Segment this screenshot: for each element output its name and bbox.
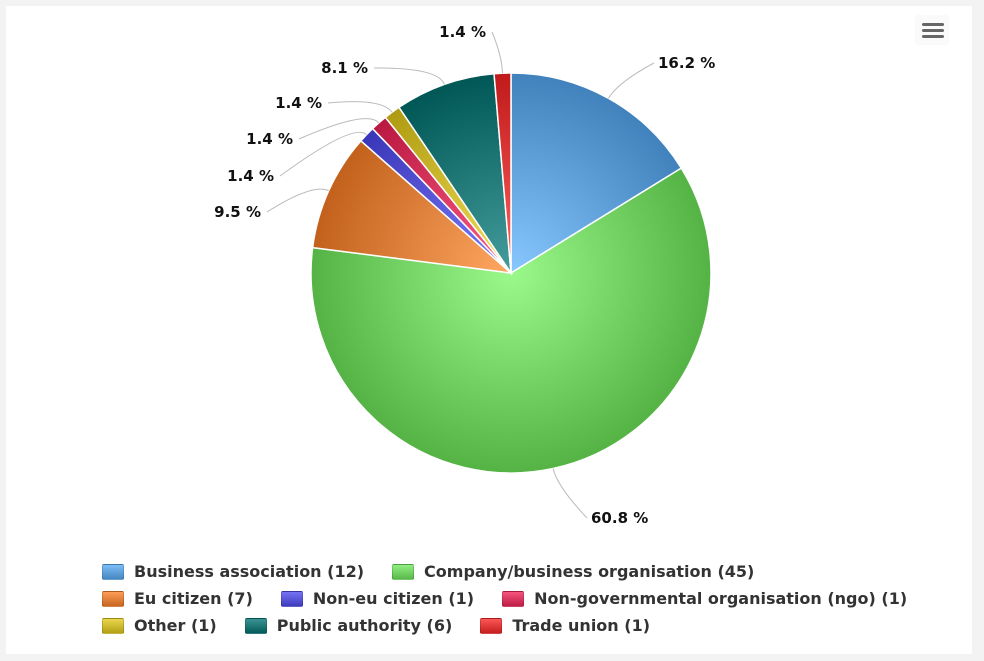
hamburger-menu-icon: [922, 23, 944, 26]
slice-percent-label: 1.4 %: [439, 23, 486, 41]
pie-slice-eu-citizen[interactable]: [311, 139, 514, 275]
legend-label: Eu citizen (7): [134, 589, 253, 608]
pie-chart: 16.2 % 60.8 % 9.5 % 1.4 % 1.4 % 1.4 % 8.1 % 1.4…: [214, 23, 715, 527]
pie-slice-trade-union[interactable]: [493, 72, 512, 274]
legend-item-company-business-organisation[interactable]: Company/business organisation (45): [392, 562, 754, 581]
legend-symbol: [102, 563, 124, 580]
chart-menu-button[interactable]: [915, 15, 949, 45]
legend-item-business-association[interactable]: Business association (12): [102, 562, 364, 581]
legend-label: Trade union (1): [512, 616, 651, 635]
slice-connector: [279, 131, 367, 177]
legend-item-other[interactable]: Other (1): [102, 616, 217, 635]
slice-percent-label: 16.2 %: [658, 54, 715, 72]
pie-slice-public-authority[interactable]: [397, 72, 512, 276]
legend-label: Non-governmental organisation (ngo) (1): [534, 589, 908, 608]
chart-container: 16.2 % 60.8 % 9.5 % 1.4 % 1.4 % 1.4 % 8.1 % 1.4…: [6, 6, 972, 654]
pie-slice-business-association[interactable]: [510, 72, 683, 275]
legend-symbol: [480, 617, 503, 634]
legend-label: Business association (12): [134, 562, 365, 581]
legend-symbol: [102, 590, 124, 607]
slice-connector: [608, 62, 655, 99]
legend-label: Company/business organisation (45): [424, 562, 755, 581]
legend-item-eu-citizen[interactable]: Eu citizen (7): [102, 589, 253, 608]
legend-label: Non-eu citizen (1): [312, 589, 475, 608]
slice-connector: [298, 118, 380, 140]
legend-item-non-eu-citizen[interactable]: Non-eu citizen (1): [280, 589, 475, 608]
slice-percent-label: 9.5 %: [214, 203, 261, 221]
legend-row: Eu citizen (7) Non-eu citizen (1) Non-go…: [102, 585, 935, 612]
slice-connector: [552, 468, 588, 519]
slice-percent-label: 1.4 %: [227, 167, 274, 185]
slice-percent-label: 1.4 %: [246, 130, 293, 148]
hamburger-menu-icon-bar: [922, 35, 944, 38]
legend-item-trade-union[interactable]: Trade union (1): [480, 616, 650, 635]
slice-percent-label: 8.1 %: [321, 59, 368, 77]
chart-legend: Business association (12) Company/busine…: [102, 558, 935, 639]
slice-connector: [373, 67, 445, 85]
legend-item-ngo[interactable]: Non-governmental organisation (ngo) (1): [502, 589, 907, 608]
legend-label: Other (1): [134, 616, 217, 635]
slice-percent-label: 1.4 %: [275, 94, 322, 112]
legend-row: Business association (12) Company/busine…: [102, 558, 935, 585]
legend-symbol: [102, 617, 124, 634]
legend-label: Public authority (6): [276, 616, 453, 635]
legend-item-public-authority[interactable]: Public authority (6): [244, 616, 453, 635]
pie-slice-company-business-organisation[interactable]: [310, 167, 712, 474]
slice-connector: [327, 101, 393, 113]
hamburger-menu-icon-bar: [922, 29, 944, 32]
legend-symbol: [280, 590, 303, 607]
legend-symbol: [244, 617, 267, 634]
legend-symbol: [392, 563, 415, 580]
slice-connector: [491, 31, 504, 74]
slice-connector: [266, 188, 329, 213]
legend-row: Other (1) Public authority (6) Trade uni…: [102, 612, 935, 639]
slice-percent-label: 60.8 %: [591, 509, 648, 527]
legend-symbol: [502, 590, 525, 607]
